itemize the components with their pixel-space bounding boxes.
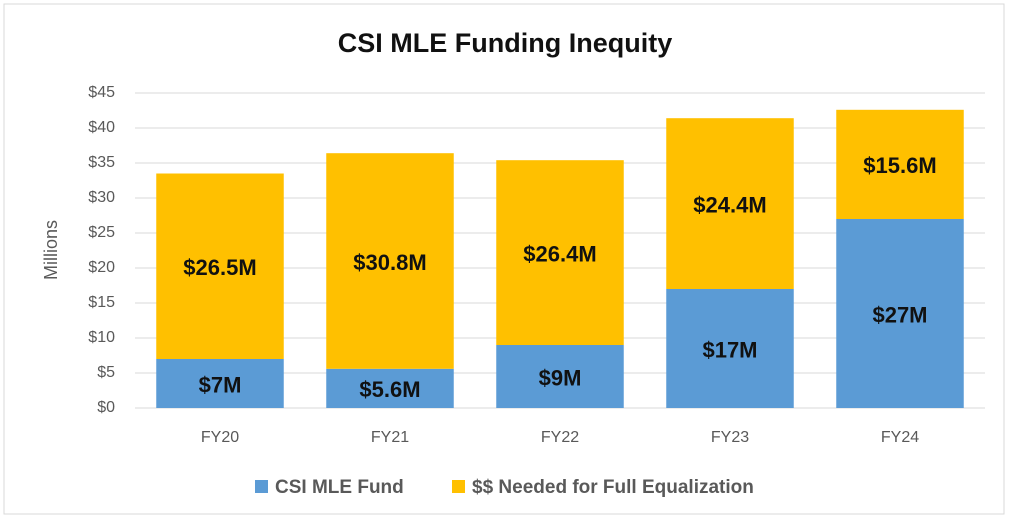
legend-label: CSI MLE Fund	[275, 477, 404, 498]
legend-swatch	[452, 480, 465, 493]
data-label: $26.5M	[183, 255, 256, 280]
data-label: $15.6M	[863, 153, 936, 178]
y-tick-label: $10	[88, 329, 115, 346]
chart-title: CSI MLE Funding Inequity	[338, 28, 672, 58]
bar-segment	[666, 289, 794, 408]
data-label: $17M	[702, 337, 757, 362]
data-label: $5.6M	[359, 377, 420, 402]
y-tick-label: $0	[97, 399, 115, 416]
y-tick-label: $25	[88, 224, 115, 241]
y-axis-title: Millions	[41, 220, 61, 280]
data-label: $9M	[539, 365, 582, 390]
bar-segment	[836, 219, 964, 408]
bar-segment	[836, 109, 964, 219]
bar-segment	[156, 359, 284, 408]
y-tick-label: $40	[88, 119, 115, 136]
bar-segment	[326, 153, 454, 369]
x-tick-label: FY23	[711, 429, 749, 446]
y-tick-label: $45	[88, 84, 115, 101]
legend-label: $$ Needed for Full Equalization	[472, 477, 754, 498]
bar-segment	[666, 118, 794, 289]
y-tick-label: $15	[88, 294, 115, 311]
data-label: $27M	[872, 302, 927, 327]
data-label: $26.4M	[523, 241, 596, 266]
x-tick-label: FY24	[881, 429, 919, 446]
data-label: $30.8M	[353, 250, 426, 275]
bar-segment	[326, 368, 454, 408]
y-tick-label: $30	[88, 189, 115, 206]
legend-swatch	[255, 480, 268, 493]
y-tick-label: $35	[88, 154, 115, 171]
x-tick-label: FY22	[541, 429, 579, 446]
y-tick-label: $5	[97, 364, 115, 381]
data-label: $24.4M	[693, 192, 766, 217]
y-tick-label: $20	[88, 259, 115, 276]
x-tick-label: FY21	[371, 429, 409, 446]
x-tick-label: FY20	[201, 429, 239, 446]
bar-segment	[156, 173, 284, 359]
data-label: $7M	[199, 372, 242, 397]
bar-segment	[496, 345, 624, 408]
bar-segment	[496, 160, 624, 345]
